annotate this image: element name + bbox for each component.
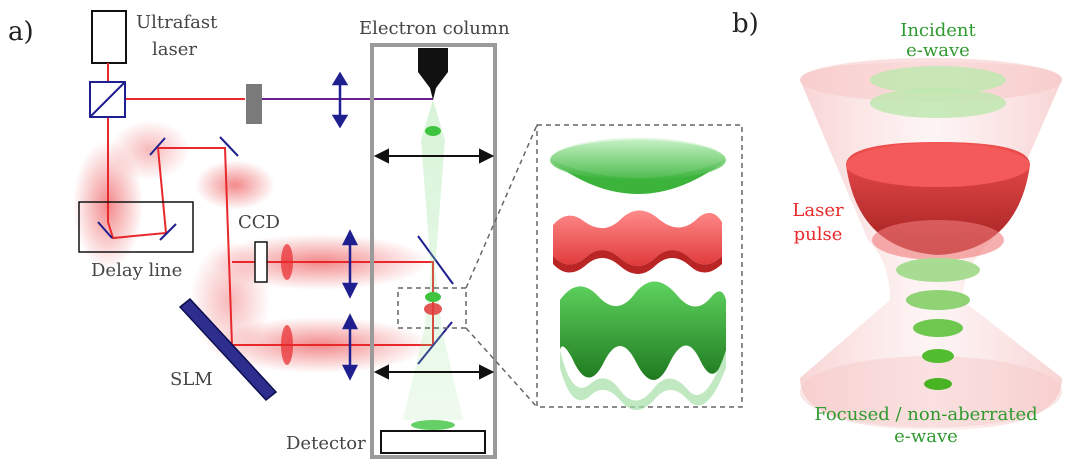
focused-disc-3	[913, 319, 963, 337]
beam-splitter	[89, 81, 126, 118]
electron-beam-envelope	[403, 100, 463, 420]
electron-spot-mid	[425, 292, 441, 302]
laser-beam-path	[107, 63, 434, 346]
laser-pulse-label-line2: pulse	[794, 224, 843, 245]
column-lens-arrows	[373, 148, 495, 380]
lens-arrow-top	[331, 71, 349, 129]
zoom-connector-lines	[465, 124, 538, 408]
electron-column-label: Electron column	[359, 18, 510, 39]
focused-disc-2	[906, 290, 970, 310]
focused-disc-4	[922, 349, 954, 363]
incident-label-line1: Incident	[900, 20, 976, 41]
photocathode-block	[246, 84, 262, 124]
ultrafast-label-line2: laser	[152, 39, 197, 60]
incident-wave-disc-2	[870, 88, 1006, 118]
laser-source-box	[91, 10, 127, 64]
focus-spot-ccd	[281, 244, 293, 280]
delay-line-label: Delay line	[91, 260, 182, 281]
slm-label: SLM	[170, 369, 213, 390]
focus-spot-slm	[281, 325, 293, 365]
laser-glows	[73, 120, 430, 373]
incident-wave-disc-1	[870, 66, 1006, 94]
incident-label-line2: e-wave	[906, 40, 970, 61]
laser-pulse-label-line1: Laser	[792, 200, 844, 221]
panel-b-label: b)	[732, 9, 759, 39]
focused-disc-5	[924, 378, 952, 390]
electron-spot-top	[425, 126, 441, 136]
focused-label-line1: Focused / non-aberrated	[814, 404, 1037, 425]
panel-b: b) Incident e-wave Laser pulse Focused /…	[732, 9, 1062, 447]
electron-spot-detector	[411, 420, 455, 430]
focused-label-line2: e-wave	[894, 426, 958, 447]
ultrafast-label-line1: Ultrafast	[136, 12, 218, 33]
cone-bottom-ellipse	[800, 356, 1062, 428]
detector-plate	[380, 430, 486, 454]
panel-a: a) Ultrafast laser	[8, 10, 743, 459]
laser-pulse-top	[846, 143, 1030, 187]
ccd-sensor	[254, 241, 268, 283]
slm-device	[178, 297, 278, 402]
lens-arrows-middle	[341, 229, 359, 381]
delay-line-box	[78, 201, 194, 253]
laser-spot-mid	[424, 303, 442, 315]
zoom-inset	[536, 124, 743, 410]
electron-gun	[418, 48, 448, 100]
focused-disc-1	[896, 258, 980, 282]
panel-a-label: a)	[8, 17, 34, 47]
electron-column-frame	[370, 43, 497, 459]
detector-label: Detector	[286, 433, 366, 454]
ccd-label: CCD	[238, 212, 280, 233]
laser-pulse-band	[872, 220, 1004, 260]
